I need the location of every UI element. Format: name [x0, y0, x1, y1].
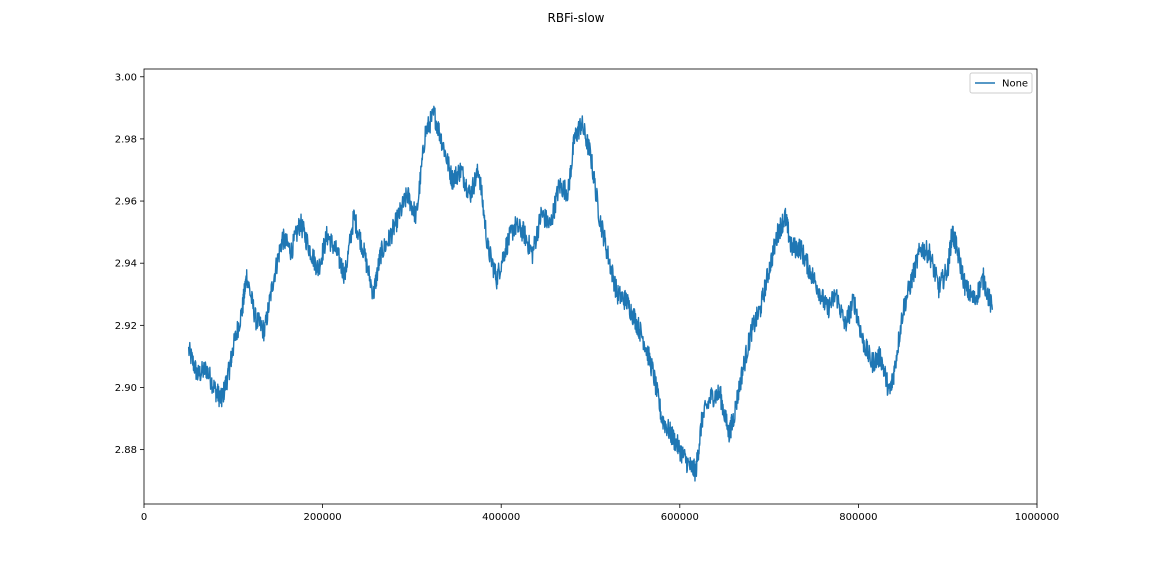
axes-frame [143, 68, 1038, 505]
legend-box [969, 72, 1033, 94]
y-tick-label: 2.96 [115, 197, 137, 208]
legend: None [969, 72, 1033, 94]
chart-title: RBFi-slow [547, 11, 604, 25]
y-tick-label: 2.94 [115, 259, 137, 270]
x-tick-label: 1000000 [1015, 512, 1060, 523]
x-tick-label: 600000 [661, 512, 699, 523]
x-axis: 0 200000 400000 600000 800000 1000000 [141, 504, 1059, 523]
x-tick-label: 800000 [839, 512, 877, 523]
legend-label: None [1002, 79, 1028, 90]
y-tick-label: 2.98 [115, 134, 137, 145]
y-tick-label: 3.00 [115, 72, 137, 83]
x-tick-label: 200000 [304, 512, 342, 523]
y-axis: 2.88 2.90 2.92 2.94 2.96 2.98 3.00 [115, 72, 144, 456]
x-tick-label: 0 [141, 512, 147, 523]
x-tick-label: 400000 [482, 512, 520, 523]
y-tick-label: 2.90 [115, 383, 137, 394]
y-tick-label: 2.92 [115, 321, 137, 332]
series-line [187, 105, 994, 482]
y-tick-label: 2.88 [115, 445, 137, 456]
plot-area [143, 68, 1038, 505]
